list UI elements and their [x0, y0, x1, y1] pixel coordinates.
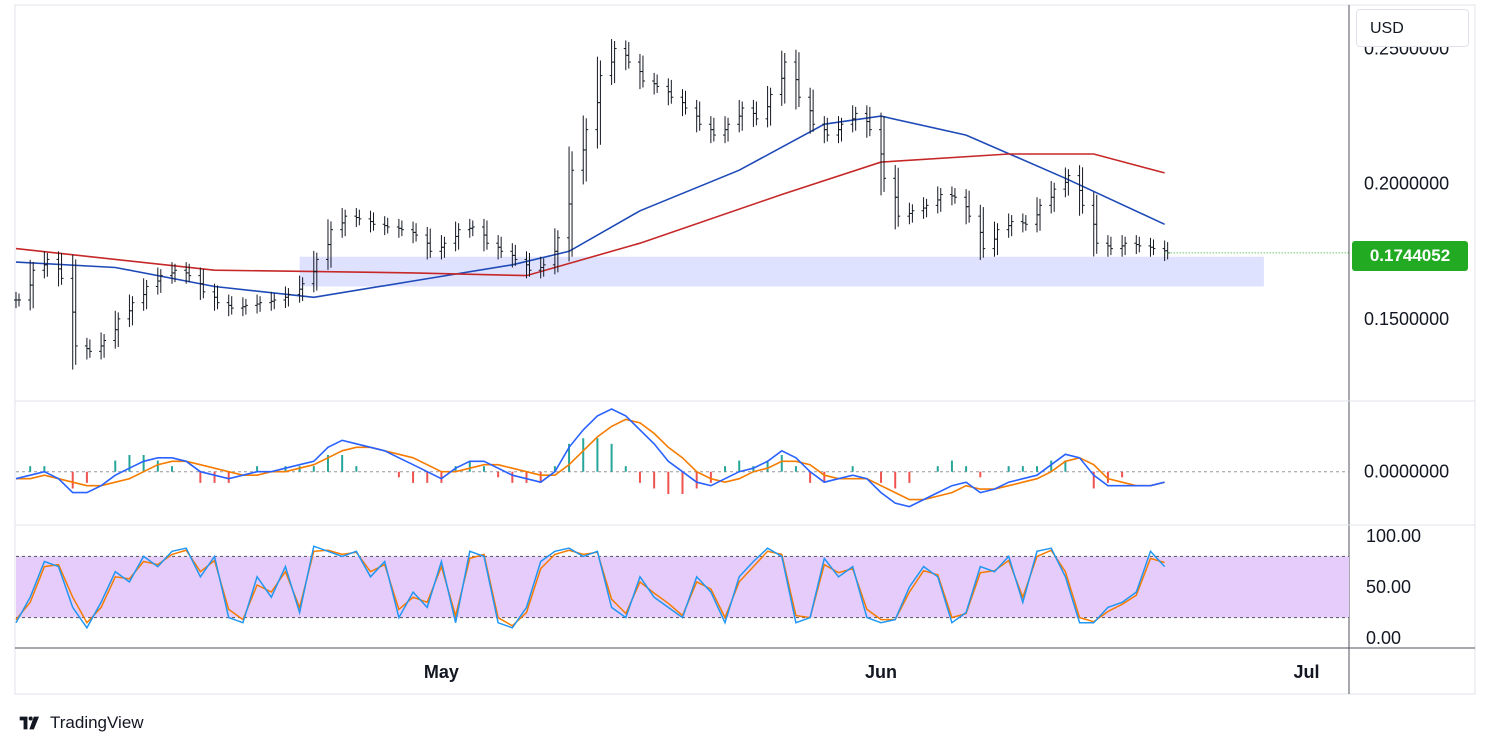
stochastic-tick-label: 0.00 [1366, 628, 1401, 648]
price-tick-label: 0.2000000 [1364, 174, 1449, 194]
stochastic-tick-label: 50.00 [1366, 577, 1411, 597]
currency-label[interactable]: USD [1356, 9, 1469, 47]
macd-tick-label: 0.0000000 [1364, 462, 1449, 482]
time-tick-label: Jun [865, 662, 897, 682]
macd-signal-line [16, 418, 1165, 501]
price-bars [14, 39, 1170, 370]
time-tick-label: May [424, 662, 459, 682]
moving-average-fast-line [15, 115, 1165, 299]
stochastic-tick-label: 100.00 [1366, 526, 1421, 546]
macd-histogram [29, 438, 1124, 495]
macd-line [15, 408, 1165, 508]
stochastic-band [16, 556, 1349, 618]
tradingview-brand[interactable]: TradingView [16, 711, 144, 735]
chart-frame [14, 4, 1476, 695]
tradingview-logo-icon [19, 716, 39, 730]
support-zone [299, 256, 1264, 287]
current-price-tag: 0.1744052 [1352, 241, 1468, 271]
brand-name: TradingView [50, 713, 144, 732]
stochastic-k-line [15, 545, 1166, 630]
time-tick-label: Jul [1293, 662, 1319, 682]
price-tick-label: 0.1500000 [1364, 309, 1449, 329]
